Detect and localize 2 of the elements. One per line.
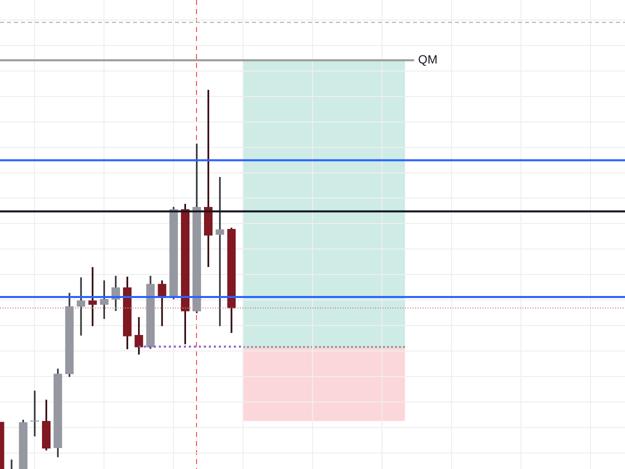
candlestick (76, 277, 86, 336)
ref-line-label: QM (418, 52, 438, 67)
